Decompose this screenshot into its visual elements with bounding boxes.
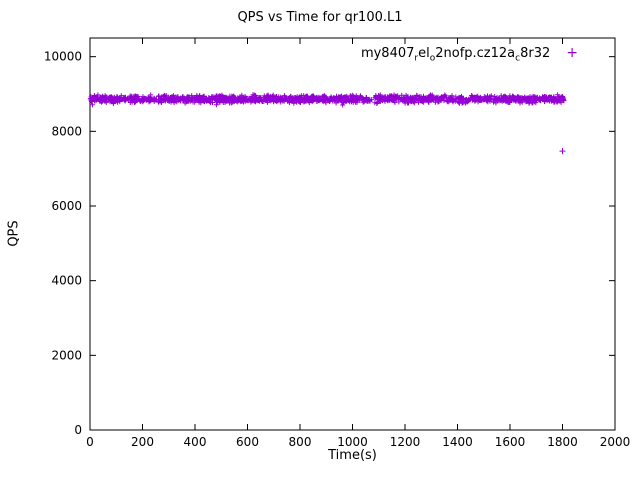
legend-series-label: my8407relo2nofp.cz12ac8r32: [361, 46, 550, 64]
legend-label-segment: c: [515, 53, 521, 64]
legend-label-segment: 2nofp.cz12a: [435, 46, 516, 61]
legend-label-segment: r: [414, 53, 419, 64]
legend-label-segment: my8407: [360, 46, 415, 61]
x-tick-label: 0: [86, 435, 94, 449]
legend-plus-marker: +: [566, 45, 578, 61]
x-axis-label: Time(s): [328, 448, 377, 463]
y-tick-label: 0: [74, 423, 82, 437]
x-tick-label: 1800: [547, 435, 578, 449]
x-tick-label: 200: [131, 435, 154, 449]
y-tick-label: 10000: [44, 50, 82, 64]
x-tick-label: 400: [184, 435, 207, 449]
legend-label-segment: o: [429, 53, 436, 64]
x-tick-label: 600: [236, 435, 259, 449]
y-tick-label: 6000: [51, 199, 82, 213]
legend-label-segment: el: [418, 46, 430, 61]
y-tick-label: 2000: [51, 348, 82, 362]
y-tick-label: 4000: [51, 274, 82, 288]
x-tick-label: 2000: [600, 435, 631, 449]
x-tick-label: 1200: [390, 435, 421, 449]
chart-title: QPS vs Time for qr100.L1: [237, 10, 403, 25]
x-tick-label: 1400: [442, 435, 473, 449]
x-tick-label: 800: [289, 435, 312, 449]
x-tick-label: 1600: [495, 435, 526, 449]
legend: my8407relo2nofp.cz12ac8r32 +: [361, 46, 578, 64]
scatter-points: [87, 92, 567, 155]
x-tick-label: 1000: [337, 435, 368, 449]
legend-label-segment: 8r32: [520, 46, 551, 61]
y-tick-label: 8000: [51, 124, 82, 138]
